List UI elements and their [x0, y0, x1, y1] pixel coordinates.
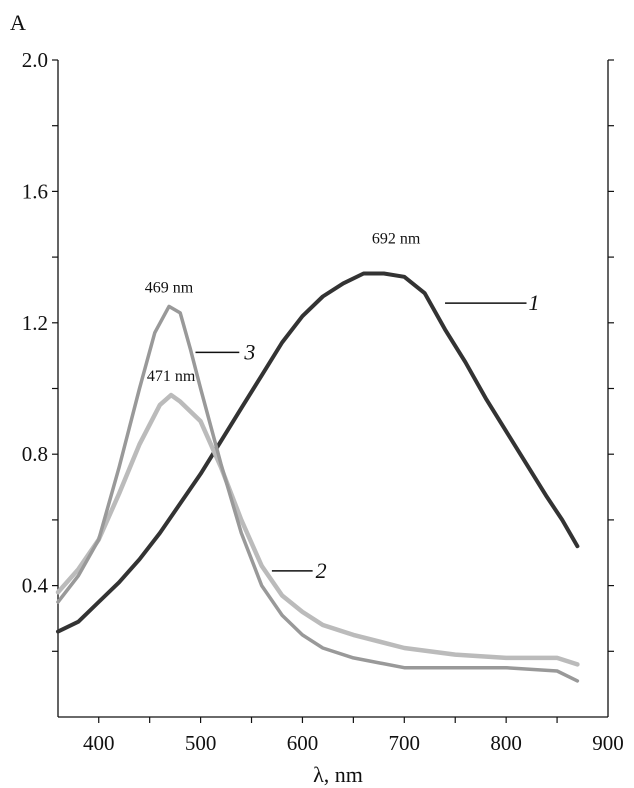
series-line-2	[55, 392, 580, 667]
series-lines	[55, 271, 580, 683]
y-axis-title: A	[10, 10, 26, 35]
x-tick-label: 600	[287, 731, 319, 755]
y-tick-label: 0.8	[22, 442, 48, 466]
axis-ticks: 0.4 0.8 1.2 1.6 2.0 400 500 600 700 800 900	[22, 48, 624, 755]
y-tick-label: 0.4	[22, 574, 49, 598]
x-tick-label: 500	[185, 731, 217, 755]
x-tick-label: 400	[83, 731, 115, 755]
y-tick-label: 2.0	[22, 48, 48, 72]
series-label-2: 2	[316, 558, 327, 583]
series-label-3: 3	[243, 339, 255, 364]
peak-label: 471 nm	[147, 368, 196, 385]
x-tick-label: 900	[592, 731, 624, 755]
labels: 692 nm 469 nm 471 nm 1 2 3	[145, 231, 540, 583]
x-tick-label: 800	[490, 731, 522, 755]
peak-label: 692 nm	[372, 231, 421, 248]
x-axis-title: λ, nm	[313, 762, 363, 787]
series-label-1: 1	[529, 290, 540, 315]
y-tick-label: 1.2	[22, 311, 48, 335]
peak-label: 469 nm	[145, 279, 194, 296]
x-tick-label: 700	[389, 731, 421, 755]
series-line-1	[56, 271, 580, 634]
series-line-3	[56, 304, 580, 683]
y-tick-label: 1.6	[22, 179, 48, 203]
